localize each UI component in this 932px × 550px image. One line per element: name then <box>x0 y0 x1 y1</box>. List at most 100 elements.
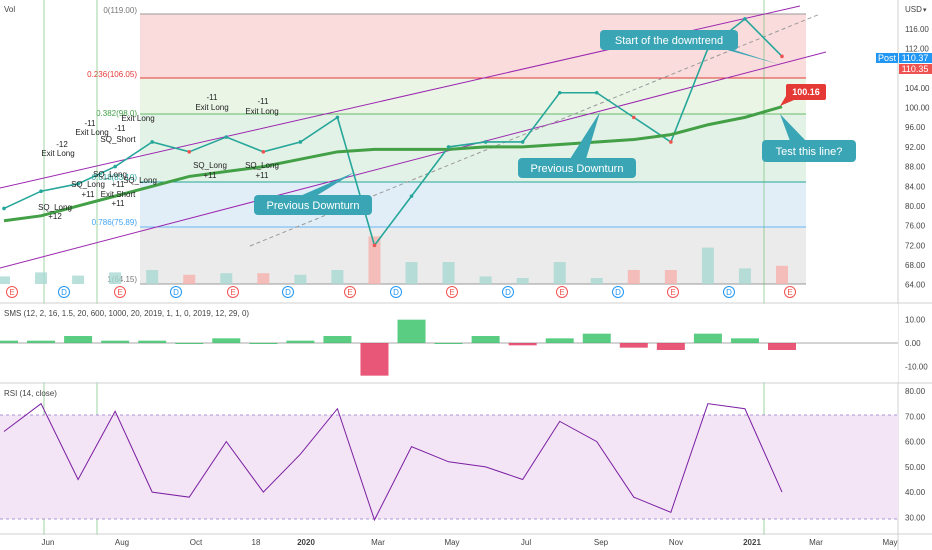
price-tick-label: 96.00 <box>905 123 926 132</box>
volume-bar <box>442 262 455 284</box>
price-point <box>372 243 377 248</box>
sms-panel-label: SMS (12, 2, 16, 1.5, 20, 600, 1000, 20, … <box>4 309 249 318</box>
ma-callout-value: 100.16 <box>792 87 820 97</box>
event-label: D <box>173 288 179 297</box>
volume-bar <box>146 270 159 284</box>
price-tick-label: 76.00 <box>905 222 926 231</box>
signal-label: +11 <box>82 190 96 199</box>
price-line <box>3 17 783 248</box>
price-point <box>187 150 192 154</box>
price-point <box>780 54 784 59</box>
volume-bar <box>220 273 233 284</box>
price-point <box>261 150 266 154</box>
time-axis[interactable]: Jun Aug Oct 18 2020 Mar May Jul Sep Nov 2021 Mar May <box>42 538 898 547</box>
rsi-tick-label: 70.00 <box>905 412 926 421</box>
price-tick-label: 68.00 <box>905 261 926 270</box>
sms-bar <box>212 338 241 343</box>
event-marker <box>502 286 514 298</box>
event-label: E <box>9 288 14 297</box>
sms-bar <box>582 333 611 343</box>
volume-bars <box>0 236 788 284</box>
sms-bar <box>397 319 426 343</box>
sms-bar <box>730 338 759 343</box>
event-label: D <box>393 288 399 297</box>
sms-bar <box>619 343 648 348</box>
annotation-start-downtrend[interactable]: Start of the downtrend <box>600 30 778 64</box>
sms-bar <box>360 343 389 376</box>
event-label: E <box>347 288 352 297</box>
sms-bar <box>545 338 574 343</box>
volume-bar <box>257 273 270 284</box>
price-tick-label: 88.00 <box>905 163 926 172</box>
event-marker <box>170 286 182 298</box>
price-tick-label: 104.00 <box>905 84 930 93</box>
annotation-text: Test this line? <box>776 146 843 158</box>
price-point <box>483 140 488 144</box>
volume-bar <box>0 276 10 284</box>
price-point <box>76 182 80 186</box>
price-point <box>113 164 117 169</box>
annotation-text: Previous Downturn <box>267 200 360 212</box>
signal-label: -11 <box>207 93 219 102</box>
rsi-tick-label: 60.00 <box>905 438 926 447</box>
price-point <box>298 140 303 144</box>
event-marker <box>6 286 18 298</box>
signal-label: SQ_Long <box>193 161 227 170</box>
time-axis-label: Mar <box>809 538 823 547</box>
event-label: E <box>559 288 564 297</box>
time-axis-label: Nov <box>669 538 683 547</box>
price-tick-label: 100.00 <box>905 104 930 113</box>
annotation-text: Previous Downturn <box>531 163 624 175</box>
price-point <box>409 194 414 198</box>
volume-bar <box>738 268 751 284</box>
fib-label-382: 0.382(98.0) <box>96 109 137 118</box>
signal-label: -11 <box>258 97 270 106</box>
post-price-badge: Post 110.37 <box>876 53 932 63</box>
last-value: 110.35 <box>902 64 929 74</box>
time-axis-label: 2021 <box>743 538 761 547</box>
volume-label: Vol <box>4 5 15 14</box>
time-axis-label: Jul <box>521 538 531 547</box>
sms-bar <box>434 343 463 344</box>
annotation-previous-downturn-right[interactable]: Previous Downturn <box>518 112 636 178</box>
event-marker <box>58 286 70 298</box>
volume-bar <box>35 272 48 284</box>
event-label: E <box>230 288 235 297</box>
price-axis[interactable] <box>898 0 932 302</box>
event-marker <box>344 286 356 298</box>
price-point <box>520 140 525 144</box>
time-axis-label: Aug <box>115 538 129 547</box>
chevron-down-icon[interactable]: ▾ <box>923 7 927 14</box>
event-label: E <box>117 288 122 297</box>
post-value: 110.37 <box>902 53 929 63</box>
volume-bar <box>553 262 566 284</box>
volume-bar <box>479 276 492 284</box>
signal-label: -12 <box>56 140 68 149</box>
signal-label: +12 <box>48 212 62 221</box>
sms-bar <box>471 336 500 343</box>
signal-label: Exit Long <box>75 128 108 137</box>
event-label: E <box>449 288 454 297</box>
price-tick-label: 84.00 <box>905 182 926 191</box>
time-axis-label: 2020 <box>297 538 315 547</box>
annotation-test-line[interactable]: Test this line? <box>762 114 856 162</box>
signal-label: +11 <box>256 171 270 180</box>
volume-bar <box>627 270 640 284</box>
annotation-previous-downturn-left[interactable]: Previous Downturn <box>254 172 372 215</box>
signal-label: +11 <box>112 180 126 189</box>
sms-bar <box>64 336 93 343</box>
sms-bar <box>286 340 315 343</box>
volume-bar <box>183 274 196 284</box>
rsi-tick-label: 40.00 <box>905 488 926 497</box>
sms-bar <box>175 343 204 344</box>
price-point <box>446 145 451 149</box>
volume-bar <box>590 278 603 284</box>
long-moving-average-line <box>3 105 783 223</box>
event-marker <box>667 286 679 298</box>
fib-label-618: 0.618(83.10) <box>92 173 138 182</box>
event-marker <box>556 286 568 298</box>
price-series <box>3 17 783 248</box>
signal-label: +11 <box>112 199 126 208</box>
volume-bar <box>109 272 122 284</box>
